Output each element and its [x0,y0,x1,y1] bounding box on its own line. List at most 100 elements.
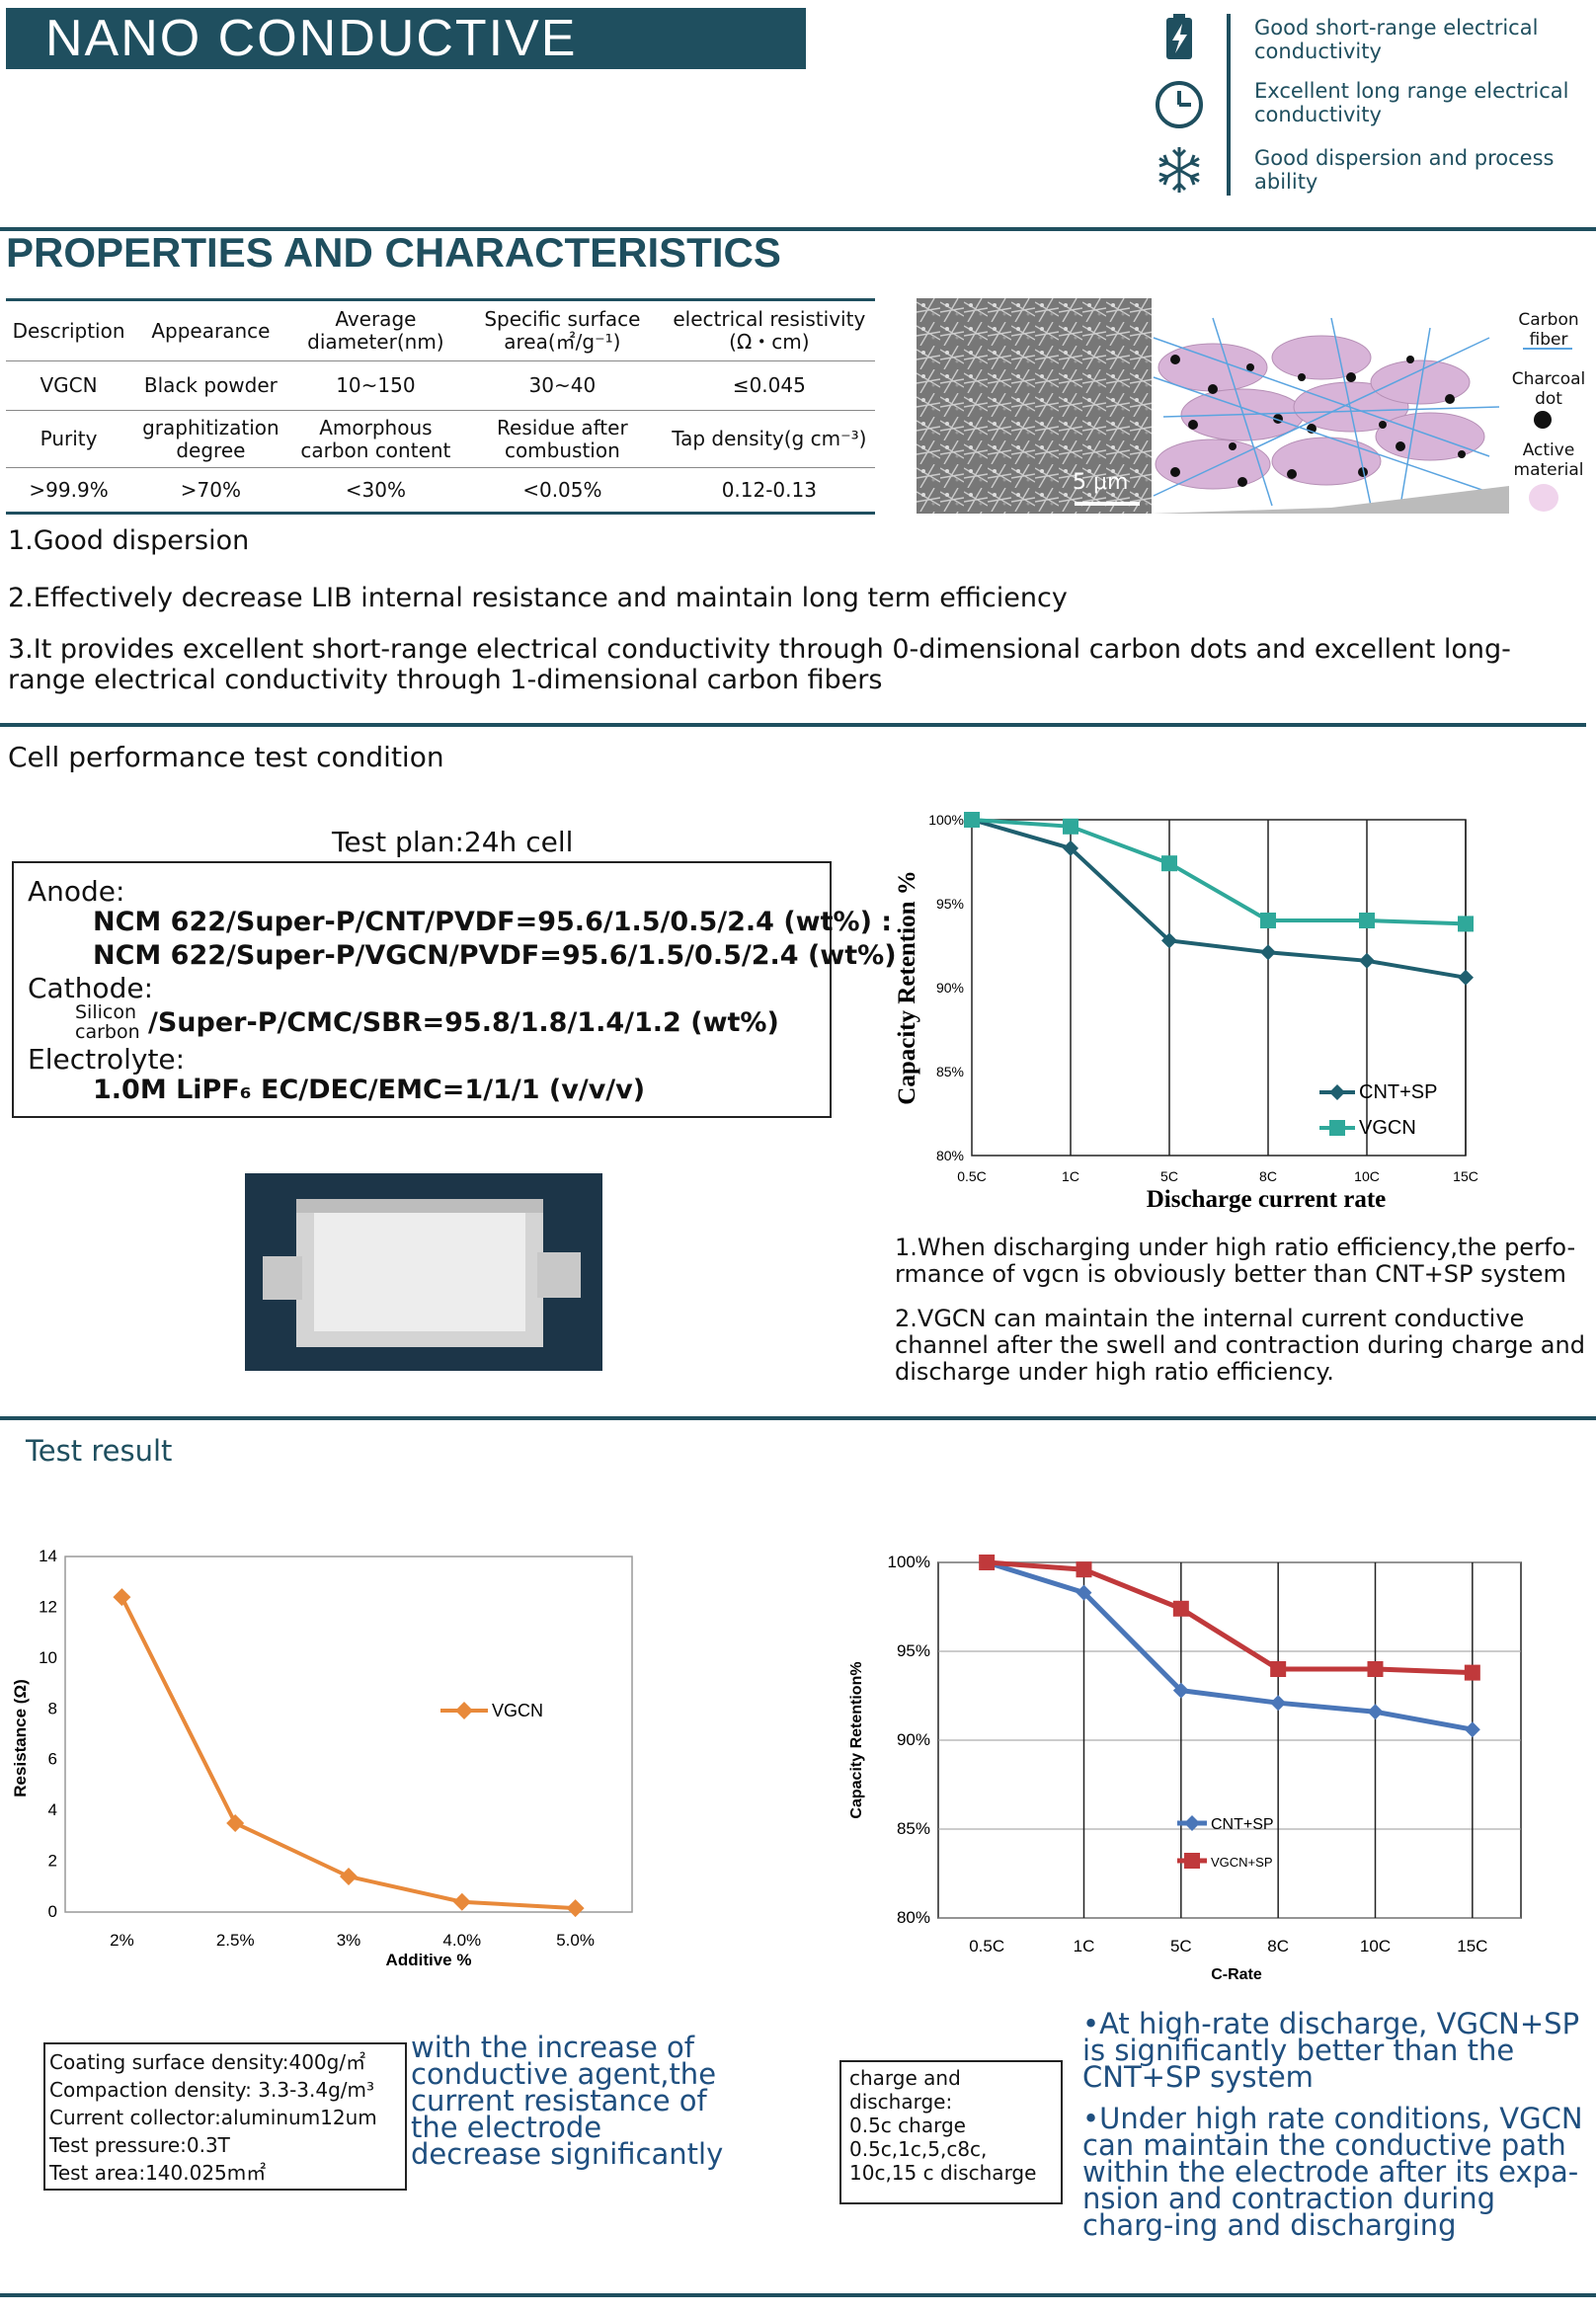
y-tick-label: 90% [936,980,964,996]
result-bullet-2: •Under high rate conditions, VGCN can ma… [1082,2102,1583,2242]
point-2: 2.Effectively decrease LIB internal resi… [8,583,1068,613]
capacity-chart-1: 80% 85% 90% 95% 100% 0.5C 1C 5C 8C 10C 15C CNT+SP VG… [894,812,1478,1213]
table-cell: Tap density(g cm⁻³) [672,427,867,450]
table-cell: >99.9% [29,477,109,502]
table-cell: electrical resistivity (Ω・cm) [673,307,866,354]
data-point [452,1892,471,1911]
charge-line: 0.5c charge [849,2114,966,2137]
data-point [566,1899,585,1918]
point-1: 1.Good dispersion [8,525,250,556]
sem-image [917,298,1509,514]
cell-note-2: 2.VGCN can maintain the internal current… [895,1305,1585,1386]
cathode-recipe: /Super-P/CMC/SBR=95.8/1.8/1.4/1.2 (wt%) [148,1007,779,1038]
data-point [226,1814,245,1832]
y-tick-label: 8 [48,1699,57,1717]
y-tick-label: 10 [39,1648,57,1667]
feature-text-long-range: Excellent long range electrical conducti… [1254,79,1569,126]
y-tick-label: 100% [928,812,964,828]
x-tick-label: 0.5C [957,1168,987,1184]
legend-active-material: Active material [1513,440,1584,480]
table-cell: VGCN [40,373,98,397]
x-tick-label: 5C [1170,1937,1192,1956]
electrolyte-recipe: 1.0M LiPF₆ EC/DEC/EMC=1/1/1 (v/v/v) [93,1075,646,1105]
plot-frame [971,819,1467,1157]
x-axis-label: Additive % [386,1951,472,1969]
coating-line: Compaction density: 3.3-3.4g/m³ [49,2078,375,2102]
table-cell: Average diameter(nm) [307,307,444,354]
data-point [1063,839,1078,856]
y-tick-label: 14 [39,1547,57,1565]
data-point [1367,1661,1384,1677]
resistance-chart: 0 2 4 6 8 10 12 14 2% 2.5% 3% 4.0% 5.0% VGCN Additive … [11,1547,633,1969]
data-point [979,1555,996,1570]
test-result-title: Test result [26,1434,173,1468]
legend-marker [455,1702,473,1719]
data-point [1260,913,1276,928]
data-point [1270,1661,1287,1677]
section-divider [0,723,1586,727]
data-point [1359,952,1375,969]
charge-line: 10c,15 c discharge [849,2161,1037,2185]
x-tick-label: 5.0% [556,1931,595,1950]
table-cell: Amorphous carbon content [300,415,451,462]
data-point [1172,1600,1189,1617]
table-cell: Purity [40,427,98,450]
page-title: NANO CONDUCTIVE CARBON [6,8,806,128]
x-axis-label: C-Rate [1211,1966,1262,1983]
x-tick-label: 1C [1062,1168,1079,1184]
table-cell: 10~150 [336,373,416,397]
y-axis-label: Capacity Retention% [848,1661,865,1818]
coating-line: Current collector:aluminum12um [49,2106,377,2129]
table-cell: <30% [345,477,406,502]
series-line [120,1596,576,1911]
table-cell: Black powder [143,373,278,397]
x-tick-label: 8C [1267,1937,1289,1956]
series-line [986,1559,1473,1676]
charge-line: charge and [849,2066,961,2090]
y-axis-label: Resistance (Ω) [11,1679,30,1796]
data-point [1270,1695,1287,1712]
x-tick-label: 10C [1360,1937,1391,1956]
cell-test-title: Cell performance test condition [8,741,444,773]
section-divider [0,1416,1596,1420]
legend-label: VGCN+SP [1211,1855,1273,1870]
charge-line: discharge: [849,2090,953,2114]
feature-divider [1227,14,1231,196]
x-tick-label: 5C [1160,1168,1178,1184]
bottom-rule [0,2293,1596,2297]
pouch-cell-photo [245,1173,602,1371]
electrolyte-label: Electrolyte: [28,1043,186,1076]
table-row: Purity graphitization degree Amorphous c… [6,411,875,468]
legend-charcoal-dot: Charcoal dot [1511,369,1586,409]
data-point [1260,944,1276,961]
y-tick-label: 85% [897,1819,930,1838]
cathode-label: Cathode: [28,972,153,1004]
coating-line: Coating surface density:400g/㎡ [49,2050,366,2074]
data-point [1458,916,1474,932]
table-row: >99.9% >70% <30% <0.05% 0.12-0.13 [6,468,875,514]
y-tick-label: 95% [936,896,964,912]
y-tick-label: 85% [936,1064,964,1079]
data-point [1367,1704,1384,1720]
x-tick-label: 8C [1259,1168,1277,1184]
data-point [964,812,980,828]
table-cell: >70% [180,477,242,502]
legend-marker [1184,1815,1200,1831]
snowflake-icon [1158,147,1200,193]
cathode-small-silicon: Silicon [75,1001,137,1023]
anode-recipe-cnt: NCM 622/Super-P/CNT/PVDF=95.6/1.5/0.5/2.… [93,907,893,937]
table-cell: Residue after combustion [497,415,628,462]
capacity-chart-2: 80% 85% 90% 95% 100% 0.5C 1C 5C 8C 10C 15C CNT+SP VG… [848,1553,1522,1983]
data-point [1464,1721,1480,1738]
table-cell: <0.05% [522,477,602,502]
y-tick-label: 90% [897,1730,930,1749]
legend-marker [1184,1853,1200,1869]
legend-label: VGCN [492,1701,543,1720]
test-condition-box: Anode: NCM 622/Super-P/CNT/PVDF=95.6/1.5… [12,861,897,1118]
data-point [340,1868,358,1885]
table-cell: Appearance [151,318,271,343]
data-point [113,1588,131,1607]
y-tick-label: 95% [897,1641,930,1660]
data-point [1076,1584,1092,1601]
y-tick-label: 0 [48,1902,57,1921]
